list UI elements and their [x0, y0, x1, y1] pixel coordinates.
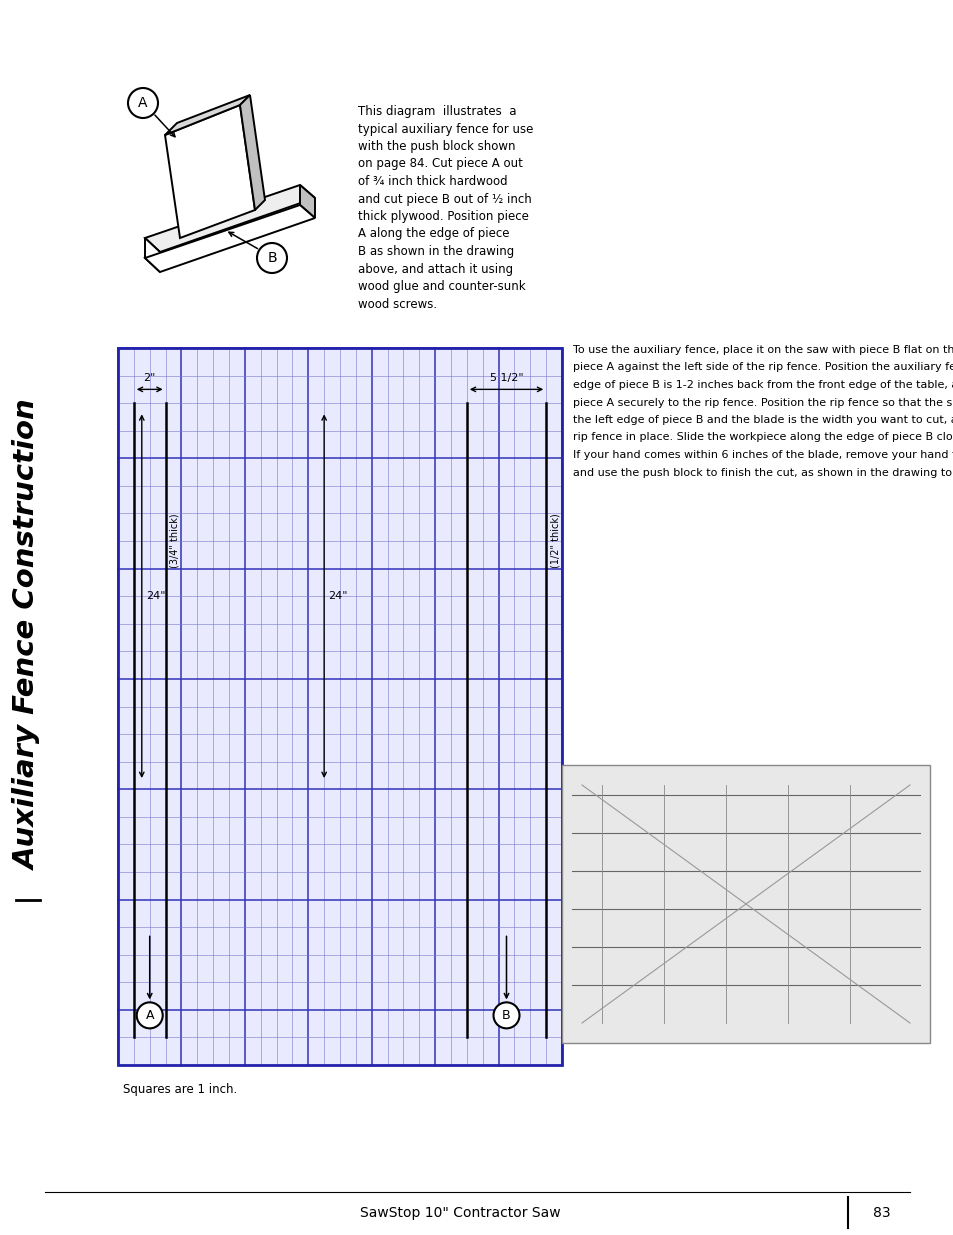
Text: of ¾ inch thick hardwood: of ¾ inch thick hardwood — [357, 175, 507, 188]
Polygon shape — [165, 95, 250, 135]
Circle shape — [128, 88, 158, 119]
Text: 83: 83 — [872, 1207, 890, 1220]
Text: typical auxiliary fence for use: typical auxiliary fence for use — [357, 122, 533, 136]
Circle shape — [136, 1003, 163, 1029]
Text: the left edge of piece B and the blade is the width you want to cut, and then lo: the left edge of piece B and the blade i… — [573, 415, 953, 425]
Text: If your hand comes within 6 inches of the blade, remove your hand from the workp: If your hand comes within 6 inches of th… — [573, 450, 953, 459]
Text: B: B — [501, 1009, 510, 1021]
Bar — [118, 348, 561, 1065]
Text: SawStop 10" Contractor Saw: SawStop 10" Contractor Saw — [359, 1207, 559, 1220]
Text: A: A — [138, 96, 148, 110]
Text: 24": 24" — [146, 592, 165, 601]
Circle shape — [256, 243, 287, 273]
Text: Squares are 1 inch.: Squares are 1 inch. — [123, 1083, 237, 1095]
Text: wood screws.: wood screws. — [357, 298, 436, 310]
Polygon shape — [145, 185, 314, 252]
Bar — [561, 764, 929, 1044]
Text: and cut piece B out of ½ inch: and cut piece B out of ½ inch — [357, 193, 531, 205]
Text: (1/2" thick): (1/2" thick) — [550, 514, 559, 568]
Text: A along the edge of piece: A along the edge of piece — [357, 227, 509, 241]
Text: above, and attach it using: above, and attach it using — [357, 263, 513, 275]
Text: Auxiliary Fence Construction: Auxiliary Fence Construction — [14, 399, 42, 869]
Circle shape — [493, 1003, 519, 1029]
Polygon shape — [165, 105, 254, 238]
Text: To use the auxiliary fence, place it on the saw with piece B flat on the table t: To use the auxiliary fence, place it on … — [573, 345, 953, 354]
Text: 5 1/2": 5 1/2" — [489, 373, 523, 383]
Text: wood glue and counter-sunk: wood glue and counter-sunk — [357, 280, 525, 293]
Text: A: A — [145, 1009, 153, 1021]
Text: with the push block shown: with the push block shown — [357, 140, 515, 153]
Bar — [118, 348, 561, 1065]
Text: B: B — [267, 251, 276, 266]
Text: (3/4" thick): (3/4" thick) — [170, 514, 179, 568]
Polygon shape — [299, 185, 314, 219]
Text: edge of piece B is 1-2 inches back from the front edge of the table, and then cl: edge of piece B is 1-2 inches back from … — [573, 380, 953, 390]
Polygon shape — [145, 238, 160, 272]
Text: thick plywood. Position piece: thick plywood. Position piece — [357, 210, 528, 224]
Text: rip fence in place. Slide the workpiece along the edge of piece B closest to the: rip fence in place. Slide the workpiece … — [573, 432, 953, 442]
Text: and use the push block to finish the cut, as shown in the drawing to the left.: and use the push block to finish the cut… — [573, 468, 953, 478]
Text: piece A securely to the rip fence. Position the rip fence so that the spacing be: piece A securely to the rip fence. Posit… — [573, 398, 953, 408]
Text: 24": 24" — [328, 592, 347, 601]
Text: 2": 2" — [143, 373, 155, 383]
Text: This diagram  illustrates  a: This diagram illustrates a — [357, 105, 516, 119]
Polygon shape — [145, 205, 314, 272]
Text: on page 84. Cut piece A out: on page 84. Cut piece A out — [357, 158, 522, 170]
Polygon shape — [240, 95, 265, 210]
Text: B as shown in the drawing: B as shown in the drawing — [357, 245, 514, 258]
Text: piece A against the left side of the rip fence. Position the auxiliary fence so : piece A against the left side of the rip… — [573, 363, 953, 373]
